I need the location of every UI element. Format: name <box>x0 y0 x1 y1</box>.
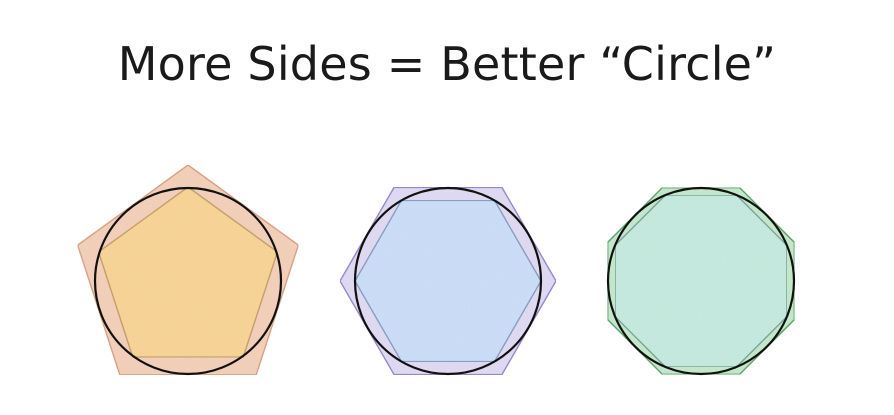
inner-octagon <box>615 195 787 367</box>
figure-octagon <box>608 188 795 375</box>
figure-hexagon <box>340 187 556 374</box>
figure-pentagon <box>78 165 299 375</box>
